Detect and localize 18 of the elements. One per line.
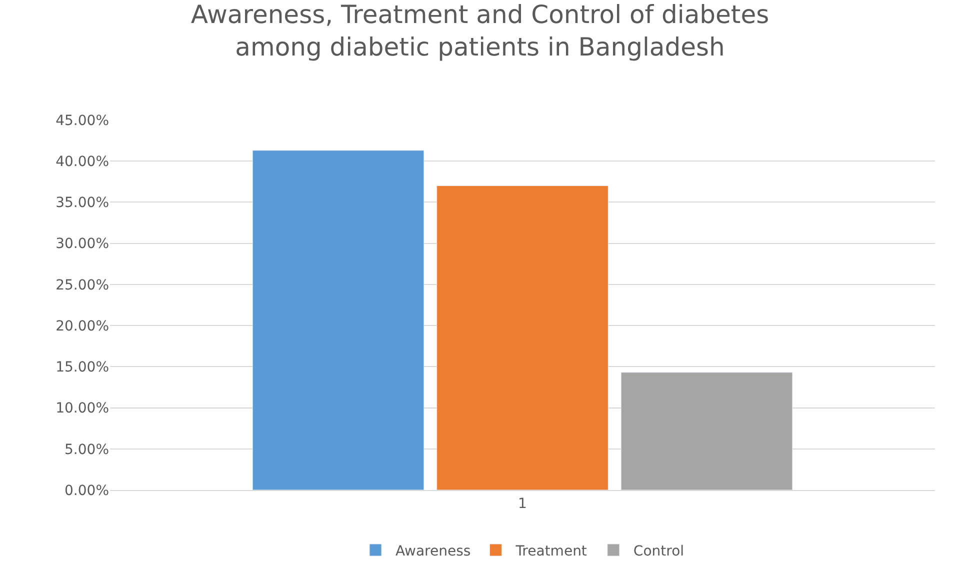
x-tick-label: 1 bbox=[518, 496, 527, 512]
chart-title: Awareness, Treatment and Control of diabetes among diabetic patients in Bangladesh bbox=[190, 0, 770, 62]
y-tick-label: 40.00% bbox=[56, 154, 109, 170]
legend-label: Awareness bbox=[396, 543, 471, 560]
y-tick-label: 20.00% bbox=[56, 318, 109, 334]
legend-label: Control bbox=[633, 543, 684, 560]
y-tick-label: 45.00% bbox=[56, 112, 109, 129]
y-tick-label: 35.00% bbox=[56, 195, 109, 212]
y-tick-label: 25.00% bbox=[56, 277, 109, 294]
bar bbox=[436, 186, 608, 490]
y-tick-label: 30.00% bbox=[56, 236, 109, 252]
y-tick-label: 5.00% bbox=[64, 442, 109, 458]
y-tick-label: 10.00% bbox=[56, 400, 109, 417]
bar bbox=[620, 372, 793, 490]
y-tick-label: 15.00% bbox=[56, 360, 109, 376]
legend-label: Treatment bbox=[514, 543, 588, 560]
bar bbox=[252, 150, 424, 490]
y-tick-label: 0.00% bbox=[64, 482, 109, 499]
